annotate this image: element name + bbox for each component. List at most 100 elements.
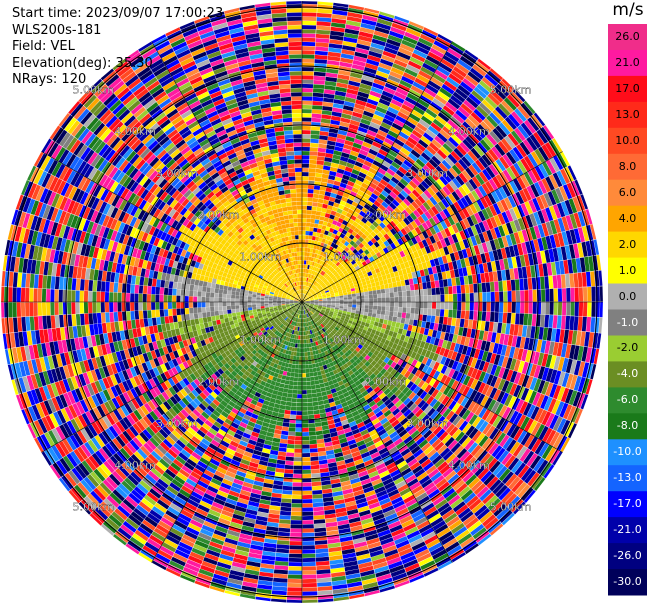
velocity-bin <box>462 218 471 229</box>
velocity-bin <box>423 288 428 296</box>
velocity-bin <box>532 289 537 302</box>
velocity-bin <box>302 381 307 386</box>
velocity-bin <box>376 289 381 294</box>
velocity-bin <box>365 133 376 141</box>
velocity-bin <box>334 292 339 295</box>
velocity-bin <box>331 253 337 258</box>
velocity-bin <box>501 119 514 133</box>
velocity-bin <box>326 294 331 297</box>
velocity-bin <box>411 129 423 139</box>
velocity-bin <box>429 322 435 330</box>
velocity-bin <box>517 267 523 279</box>
velocity-bin <box>303 273 305 277</box>
velocity-bin <box>362 141 372 149</box>
velocity-bin <box>388 164 398 173</box>
velocity-bin <box>429 47 445 59</box>
velocity-bin <box>567 330 574 345</box>
velocity-bin <box>302 486 312 491</box>
velocity-bin <box>492 343 499 354</box>
velocity-bin <box>357 254 363 260</box>
velocity-bin <box>443 246 450 256</box>
velocity-bin <box>505 182 515 195</box>
velocity-bin <box>312 275 316 280</box>
velocity-bin <box>311 284 315 289</box>
velocity-bin <box>405 27 421 38</box>
velocity-bin <box>292 482 302 487</box>
velocity-bin <box>342 270 348 275</box>
velocity-bin <box>524 302 529 314</box>
velocity-bin <box>347 158 356 165</box>
velocity-bin <box>431 250 438 259</box>
velocity-bin <box>382 141 392 150</box>
velocity-bin <box>368 305 373 310</box>
velocity-bin <box>453 147 464 159</box>
velocity-bin <box>515 255 522 268</box>
velocity-bin <box>311 206 317 211</box>
velocity-bin <box>273 385 280 391</box>
velocity-bin <box>348 4 365 11</box>
velocity-bin <box>560 151 570 167</box>
velocity-bin <box>355 310 360 315</box>
velocity-bin <box>337 190 344 197</box>
velocity-bin <box>381 306 386 311</box>
velocity-bin <box>380 310 386 315</box>
velocity-bin <box>404 233 411 241</box>
velocity-bin <box>276 463 285 469</box>
velocity-bin <box>285 456 294 461</box>
velocity-bin <box>501 269 507 281</box>
velocity-bin <box>315 50 328 56</box>
velocity-bin <box>506 167 517 180</box>
velocity-bin <box>415 158 426 168</box>
velocity-bin <box>395 154 406 163</box>
velocity-bin <box>293 469 302 474</box>
velocity-bin <box>309 163 317 169</box>
velocity-bin <box>302 415 309 420</box>
velocity-bin <box>302 25 317 30</box>
velocity-bin <box>330 293 335 296</box>
velocity-bin <box>423 132 434 142</box>
velocity-bin <box>427 329 434 337</box>
velocity-bin <box>372 114 384 122</box>
velocity-bin <box>396 245 403 253</box>
velocity-bin <box>510 313 516 324</box>
velocity-bin <box>494 188 504 201</box>
velocity-bin <box>460 336 466 346</box>
velocity-bin <box>378 98 391 107</box>
velocity-bin <box>308 269 311 274</box>
velocity-bin <box>362 223 370 231</box>
velocity-bin <box>383 279 388 285</box>
velocity-bin <box>474 187 484 199</box>
velocity-bin <box>281 430 289 436</box>
velocity-bin <box>561 315 566 330</box>
velocity-bin <box>429 171 439 181</box>
velocity-bin <box>318 274 322 279</box>
velocity-bin <box>377 66 391 75</box>
velocity-bin <box>380 288 386 294</box>
velocity-bin <box>323 199 329 205</box>
velocity-bin <box>435 287 441 295</box>
velocity-bin <box>371 282 376 287</box>
velocity-bin <box>443 279 448 287</box>
velocity-bin <box>433 258 440 266</box>
velocity-bin <box>304 352 308 357</box>
velocity-bin <box>432 242 439 251</box>
velocity-bin <box>324 403 331 409</box>
velocity-bin <box>413 105 425 116</box>
velocity-bin <box>340 156 349 163</box>
velocity-bin <box>315 33 330 39</box>
velocity-bin <box>329 261 334 267</box>
velocity-bin <box>306 389 312 394</box>
velocity-bin <box>391 254 398 261</box>
velocity-bin <box>487 93 501 106</box>
velocity-bin <box>548 139 560 155</box>
velocity-bin <box>298 369 302 374</box>
velocity-bin <box>333 279 338 283</box>
velocity-bin <box>569 344 576 360</box>
velocity-bin <box>335 298 340 301</box>
velocity-bin <box>341 49 355 56</box>
velocity-bin <box>434 69 448 80</box>
velocity-bin <box>327 240 333 246</box>
velocity-bin <box>345 274 351 279</box>
velocity-bin <box>501 138 513 152</box>
velocity-bin <box>526 265 532 278</box>
